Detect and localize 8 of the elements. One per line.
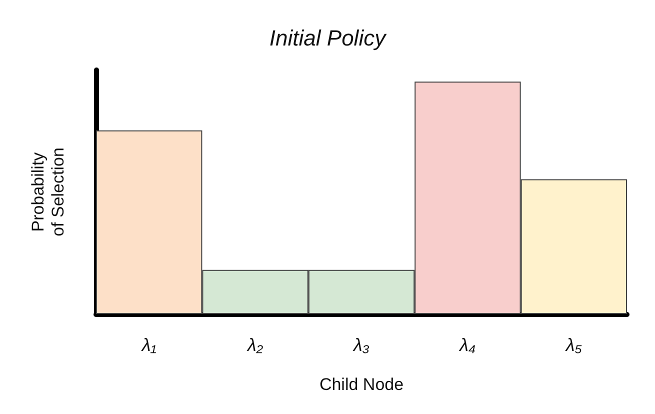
x-tick-label: λ₁: [140, 335, 157, 355]
x-tick-label: λ₃: [352, 335, 370, 355]
x-tick-label: λ₅: [564, 335, 582, 355]
x-axis-title: Child Node: [319, 375, 404, 394]
chart-title: Initial Policy: [269, 26, 388, 50]
x-tick-label: λ₄: [458, 335, 476, 355]
x-tick-label: λ₂: [246, 335, 264, 355]
y-axis-title: Probability of Selection: [28, 148, 68, 236]
